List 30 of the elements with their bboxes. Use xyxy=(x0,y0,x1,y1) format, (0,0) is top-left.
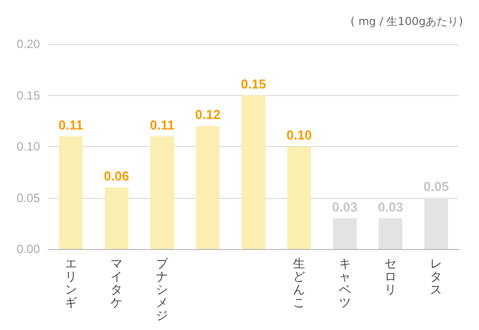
y-tick-label: 0.10 xyxy=(16,140,40,154)
y-tick-label: 0.00 xyxy=(16,242,40,256)
text: ( mg / 生100gあたり) xyxy=(350,15,464,28)
y-tick-label: 0.20 xyxy=(16,37,40,51)
data-label: 0.12 xyxy=(195,107,220,122)
bar xyxy=(150,136,174,249)
x-tick-label: キャベツ xyxy=(338,256,351,310)
data-label: 0.03 xyxy=(378,199,404,214)
data-label: 0.05 xyxy=(424,178,449,194)
bar xyxy=(58,136,83,249)
y-tick-label: 0.15 xyxy=(16,88,40,102)
x-tick-label: エリンギ xyxy=(64,256,77,310)
bar xyxy=(378,218,402,249)
data-label: 0.10 xyxy=(286,128,312,142)
data-label: 0.11 xyxy=(58,117,84,132)
data-label: 0.06 xyxy=(104,168,130,184)
x-tick-label: セロリ xyxy=(384,256,396,296)
data-label: 0.11 xyxy=(150,117,174,132)
bar xyxy=(242,95,266,249)
x-tick-label: レタス xyxy=(430,256,442,296)
data-label: 0.03 xyxy=(332,199,358,214)
bar xyxy=(332,218,357,249)
bar xyxy=(196,126,220,249)
bar xyxy=(104,188,128,249)
x-tick-label: 生どんこ xyxy=(293,256,306,310)
bar xyxy=(287,146,312,249)
x-tick-label: ブナシメジ xyxy=(156,256,170,322)
x-tick-label: マイタケ xyxy=(110,256,122,310)
y-tick-label: 0.05 xyxy=(16,190,40,205)
data-label: 0.15 xyxy=(240,76,266,92)
